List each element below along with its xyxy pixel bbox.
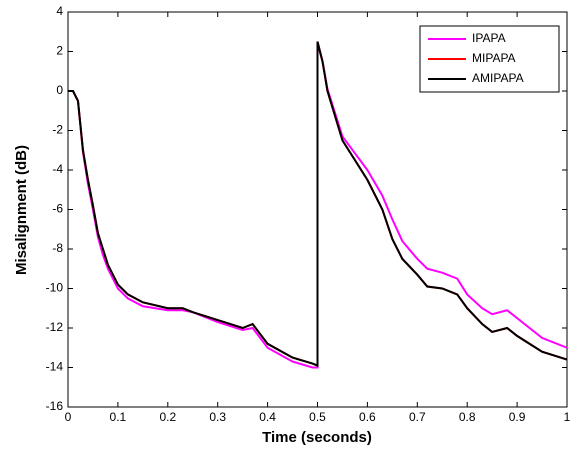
x-tick-label: 0.1 — [110, 410, 127, 424]
x-tick-label: 0.8 — [459, 410, 476, 424]
y-tick-label: -6 — [52, 202, 63, 216]
legend-label: IPAPA — [472, 31, 506, 45]
y-tick-label: 0 — [56, 83, 63, 97]
x-tick-label: 1 — [564, 410, 571, 424]
x-tick-label: 0.5 — [309, 410, 326, 424]
x-tick-label: 0.9 — [509, 410, 526, 424]
y-tick-label: -16 — [46, 399, 64, 413]
y-tick-label: -2 — [52, 123, 63, 137]
y-tick-label: 2 — [56, 44, 63, 58]
x-tick-label: 0.7 — [409, 410, 426, 424]
y-tick-label: -14 — [46, 360, 64, 374]
x-tick-label: 0.6 — [359, 410, 376, 424]
y-tick-label: -12 — [46, 320, 64, 334]
legend-label: AMIPAPA — [472, 71, 524, 85]
y-tick-label: -4 — [52, 162, 63, 176]
y-tick-label: 4 — [56, 4, 63, 18]
x-tick-label: 0 — [65, 410, 72, 424]
x-axis-label: Time (seconds) — [262, 429, 372, 446]
x-tick-label: 0.2 — [159, 410, 176, 424]
y-tick-label: -8 — [52, 241, 63, 255]
y-axis-label: Misalignment (dB) — [13, 145, 30, 275]
legend-label: MIPAPA — [472, 51, 516, 65]
series-line — [68, 43, 568, 369]
series-line — [68, 41, 568, 367]
x-tick-label: 0.3 — [209, 410, 226, 424]
y-tick-label: -10 — [46, 281, 64, 295]
x-tick-label: 0.4 — [259, 410, 276, 424]
